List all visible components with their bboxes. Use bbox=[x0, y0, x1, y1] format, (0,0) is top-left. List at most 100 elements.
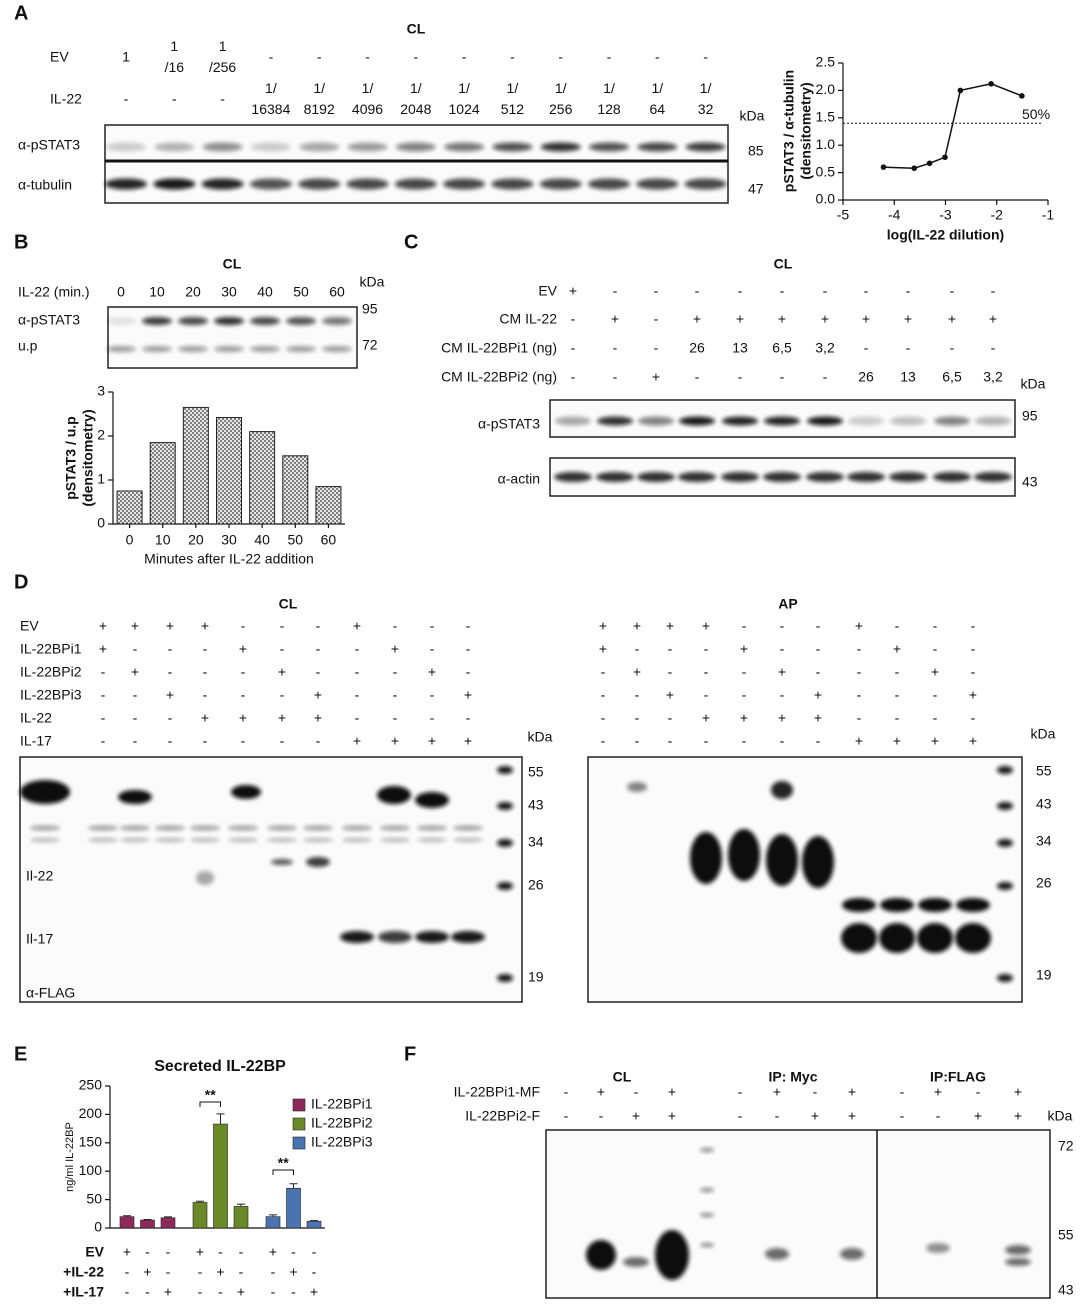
band bbox=[497, 839, 513, 847]
lane-label: - bbox=[857, 710, 862, 726]
lane-label: - bbox=[906, 340, 911, 356]
chart-title: Secreted IL-22BP bbox=[154, 1058, 286, 1075]
band bbox=[322, 346, 352, 352]
lane-label: - bbox=[571, 340, 576, 356]
lane-label: - bbox=[635, 710, 640, 726]
error-bar bbox=[196, 1200, 204, 1203]
condition-symbol: - bbox=[239, 1244, 244, 1260]
lane-label: + bbox=[893, 641, 901, 657]
band bbox=[322, 317, 352, 325]
kda-marker: 43 bbox=[1036, 796, 1052, 812]
band bbox=[684, 178, 727, 190]
blot-title: AP bbox=[778, 596, 797, 612]
band bbox=[142, 346, 172, 352]
error-bar bbox=[310, 1220, 318, 1222]
y-tick-label: 0.5 bbox=[816, 163, 836, 179]
row-label: CM IL-22BPi2 (ng) bbox=[441, 369, 557, 385]
band bbox=[917, 923, 953, 953]
section-title: IP:FLAG bbox=[930, 1069, 986, 1085]
lane-label: - bbox=[601, 733, 606, 749]
row-label: IL-22BPi1 bbox=[20, 641, 82, 657]
band bbox=[721, 472, 759, 482]
significance-label: ** bbox=[205, 1087, 216, 1103]
kda-marker: 26 bbox=[1036, 875, 1052, 891]
lane-label: - bbox=[895, 710, 900, 726]
band bbox=[106, 142, 146, 152]
band bbox=[764, 416, 800, 426]
row-label: IL-17 bbox=[20, 733, 52, 749]
band bbox=[395, 142, 436, 152]
bar bbox=[286, 1187, 301, 1229]
lane-label: - bbox=[900, 1108, 905, 1124]
lane-label: + bbox=[353, 733, 361, 749]
lane-label: + bbox=[969, 733, 977, 749]
lane-label: - bbox=[316, 664, 321, 680]
lane-label: - bbox=[950, 340, 955, 356]
lane-label: - bbox=[695, 283, 700, 299]
condition-symbol: - bbox=[291, 1244, 296, 1260]
lane-label: 64 bbox=[650, 101, 666, 117]
lane-label: 2048 bbox=[400, 101, 431, 117]
band bbox=[267, 838, 297, 842]
y-tick-label: 2.5 bbox=[816, 54, 836, 70]
band bbox=[303, 825, 333, 831]
lane-label: 6,5 bbox=[942, 369, 962, 385]
lane-label: + bbox=[848, 1084, 856, 1100]
kda-marker: 26 bbox=[528, 877, 544, 893]
band bbox=[201, 178, 244, 190]
bar bbox=[315, 486, 342, 525]
band bbox=[491, 178, 534, 190]
band bbox=[377, 786, 411, 804]
lane-label: + bbox=[778, 664, 786, 680]
lane-label: - bbox=[635, 733, 640, 749]
kda-marker: 55 bbox=[528, 764, 544, 780]
lane-label: - bbox=[738, 1084, 743, 1100]
band bbox=[623, 1257, 649, 1267]
lane-label: - bbox=[466, 710, 471, 726]
lane-label: - bbox=[365, 49, 370, 65]
lane-label: 30 bbox=[221, 284, 237, 300]
lane-label: - bbox=[413, 49, 418, 65]
lane-label: + bbox=[740, 710, 748, 726]
condition-symbol: + bbox=[269, 1244, 277, 1260]
band bbox=[196, 871, 214, 885]
band bbox=[685, 142, 726, 152]
lane-label: + bbox=[131, 618, 139, 634]
lane-label: - bbox=[780, 369, 785, 385]
lane-label: - bbox=[430, 710, 435, 726]
band bbox=[722, 416, 758, 426]
lane-label: - bbox=[654, 283, 659, 299]
lane-label: + bbox=[353, 618, 361, 634]
lane-label: - bbox=[971, 710, 976, 726]
band bbox=[700, 1188, 714, 1192]
lane-label: - bbox=[971, 641, 976, 657]
data-point bbox=[957, 87, 964, 94]
lane-label: + bbox=[668, 1084, 676, 1100]
band bbox=[889, 472, 927, 482]
kda-marker: 95 bbox=[362, 301, 378, 317]
lane-label: + bbox=[99, 618, 107, 634]
band bbox=[637, 472, 675, 482]
legend-label: IL-22BPi3 bbox=[311, 1134, 373, 1150]
lane-label: 26 bbox=[689, 340, 705, 356]
data-point bbox=[1019, 93, 1025, 99]
lane-label: - bbox=[895, 687, 900, 703]
condition-symbol: - bbox=[312, 1264, 317, 1280]
lane-label: - bbox=[933, 710, 938, 726]
band bbox=[190, 838, 220, 842]
band bbox=[444, 142, 485, 152]
lane-label: 1/ bbox=[555, 80, 567, 96]
band bbox=[299, 142, 340, 152]
probe-label: α-tubulin bbox=[18, 177, 72, 193]
legend-label: IL-22BPi2 bbox=[311, 1115, 373, 1131]
band bbox=[918, 898, 952, 912]
kda-marker: 43 bbox=[528, 797, 544, 813]
significance-label: ** bbox=[278, 1155, 289, 1171]
row-label: EV bbox=[20, 618, 39, 634]
lane-label: - bbox=[703, 49, 708, 65]
y-tick-label: 200 bbox=[79, 1105, 103, 1121]
y-tick-label: 0 bbox=[97, 515, 105, 531]
band bbox=[997, 882, 1013, 890]
lane-label: /256 bbox=[209, 59, 236, 75]
